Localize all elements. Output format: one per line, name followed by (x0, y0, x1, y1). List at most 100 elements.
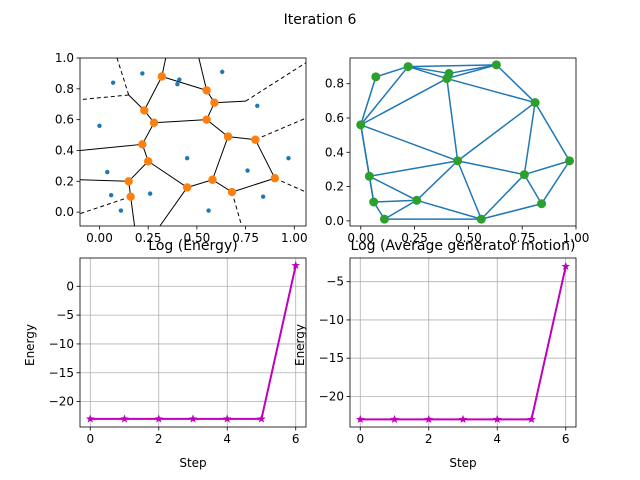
energy-point (257, 414, 266, 423)
energy-point (291, 261, 301, 270)
delaunay-node (364, 171, 374, 181)
delaunay-node (530, 98, 540, 108)
motion-point (492, 414, 502, 423)
voronoi-edge (130, 196, 136, 226)
motion-x-tick-label: 0 (356, 432, 364, 446)
voronoi-edge (143, 76, 163, 111)
voronoi-vertex (223, 132, 233, 141)
generator-point (105, 169, 110, 175)
delaunay-edge (457, 101, 536, 162)
voronoi-vertex (138, 140, 147, 149)
voronoi-vertex (210, 98, 219, 107)
voronoi-vertex (251, 135, 260, 144)
energy-y-tick-label: 0 (66, 279, 74, 293)
voronoi-vertex (227, 187, 237, 197)
delaunay-node (519, 170, 529, 180)
energy-point (154, 414, 164, 423)
delaunay-edge (523, 102, 536, 175)
delaunay-edge (373, 199, 417, 203)
delaunay-edge (446, 77, 536, 104)
delaunay-edge (360, 77, 448, 126)
energy-y-tick-label: −15 (49, 366, 74, 380)
delaunay-node (537, 199, 547, 209)
voronoi-vertex (140, 106, 149, 115)
generator-point (147, 191, 153, 196)
delaunay-node (369, 197, 379, 207)
delaunay-edge (360, 124, 458, 162)
delaunay-edge (408, 64, 497, 68)
generator-point (108, 192, 114, 198)
voronoi-dashed-edge (245, 62, 306, 102)
voronoi-frame (79, 57, 307, 227)
generator-point (260, 194, 266, 199)
delaunay-edge (360, 66, 409, 126)
generator-point (184, 155, 190, 161)
energy-point (188, 414, 198, 423)
generator-point (255, 103, 260, 108)
delaunay-node (379, 214, 389, 224)
voronoi-edge (187, 179, 213, 188)
motion-point (424, 414, 434, 423)
motion-y-tick-label: −10 (319, 313, 344, 327)
delaunay-edge (360, 76, 377, 126)
energy-x-tick-label: 2 (155, 432, 163, 446)
generator-point (110, 80, 116, 85)
motion-y-tick-label: −15 (319, 351, 344, 365)
delaunay-x-tick-label: 0.50 (455, 231, 482, 245)
voronoi-plot: 0.00 0.25 0.50 0.75 1.00 0.0 0.2 0.4 0.6 0.8 1.0 (55, 51, 308, 245)
delaunay-edge (416, 199, 482, 220)
voronoi-y-tick-label: 0.4 (55, 143, 74, 157)
delaunay-x-tick-label: 0.25 (401, 231, 428, 245)
delaunay-edge (481, 202, 542, 220)
figure-suptitle: Iteration 6 (284, 12, 357, 28)
voronoi-vertex (124, 177, 133, 186)
delaunay-y-tick-label: 0.4 (325, 145, 344, 159)
generator-point (140, 71, 145, 76)
energy-frame (79, 257, 307, 428)
voronoi-marks (80, 58, 306, 226)
voronoi-dashed-edge (80, 196, 131, 215)
voronoi-edge (231, 177, 275, 193)
delaunay-edge (369, 160, 458, 178)
motion-y-tick-label: −5 (326, 275, 344, 289)
voronoi-edge (159, 187, 188, 226)
delaunay-plot: 0.00 0.25 0.50 0.75 1.00 0.0 0.2 0.4 0.6 0.8 (325, 57, 590, 245)
delaunay-edge (480, 174, 525, 220)
voronoi-y-tick-label: 0.0 (55, 205, 74, 219)
delaunay-y-tick-label: 0.2 (325, 180, 344, 194)
generator-point (175, 82, 180, 87)
generator-point (97, 123, 102, 129)
energy-y-tick-label: −20 (49, 395, 74, 409)
motion-point (390, 414, 399, 423)
energy-x-axis-label: Step (179, 456, 206, 470)
delaunay-x-tick-label: 1.00 (563, 231, 590, 245)
energy-series-line (90, 265, 297, 420)
motion-plot: 0 2 4 6 −20 −15 −10 −5 Log (Average generator mo… (293, 238, 577, 470)
energy-plot: 0 2 4 6 −20 −15 −10 −5 0 Log (Energy) Step Energy (23, 238, 307, 470)
voronoi-dashed-edge (80, 94, 129, 101)
generator-point (286, 155, 291, 161)
delaunay-marks (356, 60, 575, 224)
energy-y-tick-label: −10 (49, 337, 74, 351)
motion-x-tick-label: 2 (425, 432, 433, 446)
delaunay-y-tick-label: 0.8 (325, 77, 344, 91)
generator-point (118, 208, 124, 213)
delaunay-edge (523, 174, 543, 205)
voronoi-dashed-edge (274, 177, 306, 193)
energy-y-tick-label: −5 (56, 308, 74, 322)
voronoi-vertex (126, 192, 135, 201)
delaunay-node (403, 62, 413, 72)
voronoi-dashed-edge (255, 117, 306, 141)
voronoi-vertex (157, 72, 167, 81)
delaunay-edge (540, 160, 571, 205)
voronoi-x-tick-label: 0.75 (232, 231, 259, 245)
voronoi-vertex (208, 175, 217, 184)
motion-x-axis-label: Step (449, 456, 476, 470)
voronoi-vertex (143, 157, 153, 166)
voronoi-edge (212, 136, 229, 180)
generator-point (206, 208, 211, 213)
voronoi-edge (198, 58, 208, 91)
delaunay-node (453, 156, 463, 166)
voronoi-y-tick-label: 0.2 (55, 174, 74, 188)
voronoi-edge (147, 160, 188, 188)
